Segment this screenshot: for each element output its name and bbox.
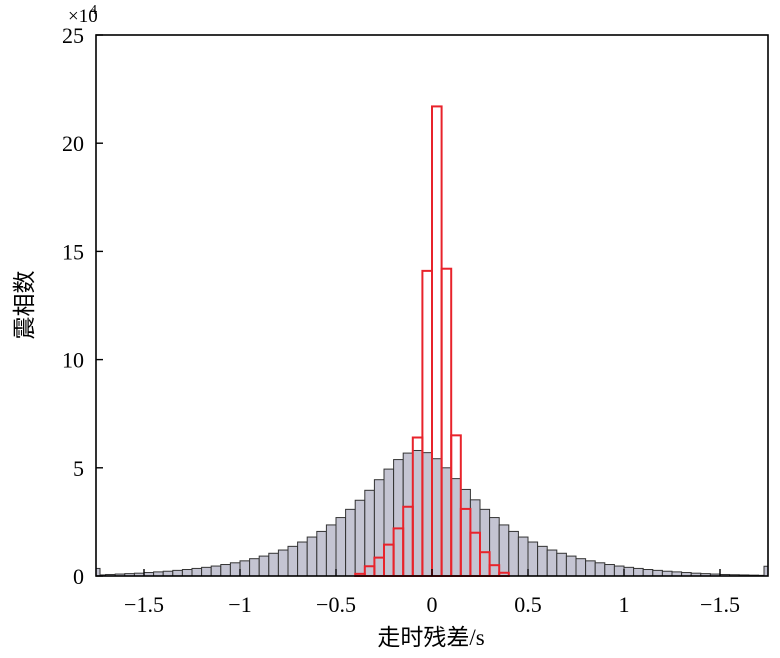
gray-bar (383, 468, 395, 577)
x-axis-ticks: −1.5 −1 −0.5 0 0.5 1 −1.5 (124, 569, 740, 617)
y-axis-ticks: 0 5 10 15 20 25 (62, 23, 103, 589)
x-axis-title: 走时残差/s (377, 625, 484, 650)
gray-bar (517, 536, 529, 577)
gray-bar (431, 458, 443, 577)
gray-bar (633, 567, 644, 577)
gray-bar (191, 567, 203, 577)
y-tick-label: 20 (62, 131, 84, 156)
gray-bar (575, 558, 587, 577)
gray-bar (556, 552, 567, 577)
gray-bar (546, 549, 558, 577)
gray-bar (287, 545, 299, 577)
gray-bar (229, 562, 241, 577)
gray-bar (565, 555, 577, 577)
gray-bar (527, 541, 539, 577)
gray-bar (450, 478, 462, 577)
x-tick-label: −1.5 (700, 592, 740, 617)
gray-bar (642, 569, 654, 577)
gray-bar (460, 488, 471, 577)
gray-bar (220, 564, 231, 577)
x-tick-label: 1 (619, 592, 630, 617)
gray-histogram-series (95, 449, 769, 577)
gray-bar (652, 569, 663, 577)
gray-bar (594, 562, 606, 577)
gray-bar (172, 569, 183, 577)
gray-bar (181, 569, 193, 577)
gray-bar (345, 508, 356, 577)
gray-bar (623, 566, 635, 577)
gray-bar (277, 549, 289, 577)
gray-bar (210, 565, 222, 577)
gray-bar (335, 517, 347, 577)
gray-bar (402, 452, 414, 577)
gray-bar (498, 524, 510, 577)
gray-bar (604, 564, 615, 577)
gray-bar (201, 566, 212, 577)
gray-bar (373, 479, 385, 577)
gray-bar (249, 558, 260, 577)
gray-bar (364, 489, 375, 577)
gray-bar (297, 541, 308, 577)
gray-bar (268, 552, 279, 577)
gray-bar (412, 449, 423, 577)
x-tick-label: 0.5 (514, 592, 542, 617)
y-tick-label: 0 (73, 564, 84, 589)
x-tick-label: −1.5 (124, 592, 164, 617)
x-tick-label: −0.5 (316, 592, 356, 617)
y-tick-label: 25 (62, 23, 84, 48)
gray-bar (306, 536, 318, 577)
gray-bar (258, 555, 270, 577)
gray-bar (508, 530, 519, 577)
gray-bar (421, 452, 433, 577)
y-tick-label: 10 (62, 348, 84, 373)
gray-bar (613, 565, 625, 577)
gray-bar (585, 560, 596, 577)
gray-bar (537, 545, 548, 577)
gray-bar (441, 467, 452, 577)
y-axis-multiplier-exponent: 4 (90, 3, 97, 18)
y-tick-label: 15 (62, 239, 84, 264)
gray-bar (354, 499, 366, 577)
y-axis-title: 震相数 (12, 271, 37, 340)
y-tick-label: 5 (73, 456, 84, 481)
gray-bar (489, 517, 500, 577)
gray-bar (239, 560, 251, 577)
gray-bar (393, 459, 404, 577)
gray-bar (479, 508, 491, 577)
x-tick-label: −1 (228, 592, 251, 617)
gray-bar (316, 530, 327, 577)
y-axis-multiplier: ×10 (68, 6, 98, 27)
gray-bar (469, 499, 481, 577)
x-tick-label: 0 (427, 592, 438, 617)
gray-bar (325, 524, 337, 577)
